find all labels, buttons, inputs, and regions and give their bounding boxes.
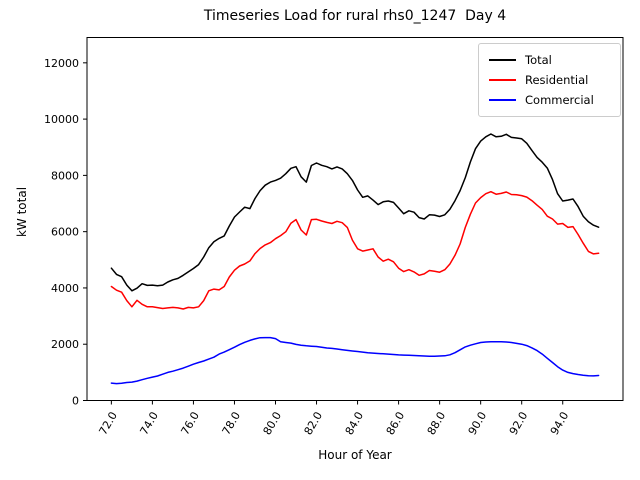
x-tick-label: 74.0 [137,410,161,438]
x-tick-label: 82.0 [302,410,326,438]
y-tick-label: 10000 [44,113,79,126]
legend-item-total: Total [489,50,612,70]
residential-line-swatch [489,79,516,81]
x-tick-label: 92.0 [507,410,531,438]
x-tick-label: 88.0 [425,410,449,438]
x-axis-label: Hour of Year [318,448,392,462]
series-commercial-line [110,336,600,385]
x-tick-label: 78.0 [220,410,244,438]
axes-border [86,37,624,401]
x-tick-label: 86.0 [384,410,408,438]
series-residential-line [110,190,600,310]
x-tick-label: 72.0 [96,410,120,438]
y-tick-label: 12000 [44,57,79,70]
y-tick-label: 8000 [51,169,79,182]
y-axis-label: kW total [15,186,29,238]
commercial-line-swatch [489,99,516,101]
y-tick-label: 0 [72,395,79,408]
legend-item-residential: Residential [489,70,612,90]
x-tick-label: 80.0 [261,410,285,438]
x-tick-label: 76.0 [179,410,203,438]
y-tick-label: 4000 [51,282,79,295]
y-tick-label: 6000 [51,226,79,239]
legend-item-commercial: Commercial [489,90,612,110]
chart-title: Timeseries Load for rural rhs0_1247 Day … [203,8,507,24]
y-tick-label: 2000 [51,338,79,351]
legend-label-residential: Residential [525,73,589,87]
x-tick-label: 94.0 [548,410,572,438]
legend: Total Residential Commercial [478,43,621,117]
total-line-swatch [489,59,516,61]
x-tick-label: 84.0 [343,410,367,438]
legend-label-total: Total [525,53,552,67]
series-total-line [110,133,600,292]
legend-label-commercial: Commercial [525,93,594,107]
x-tick-label: 90.0 [466,410,490,438]
